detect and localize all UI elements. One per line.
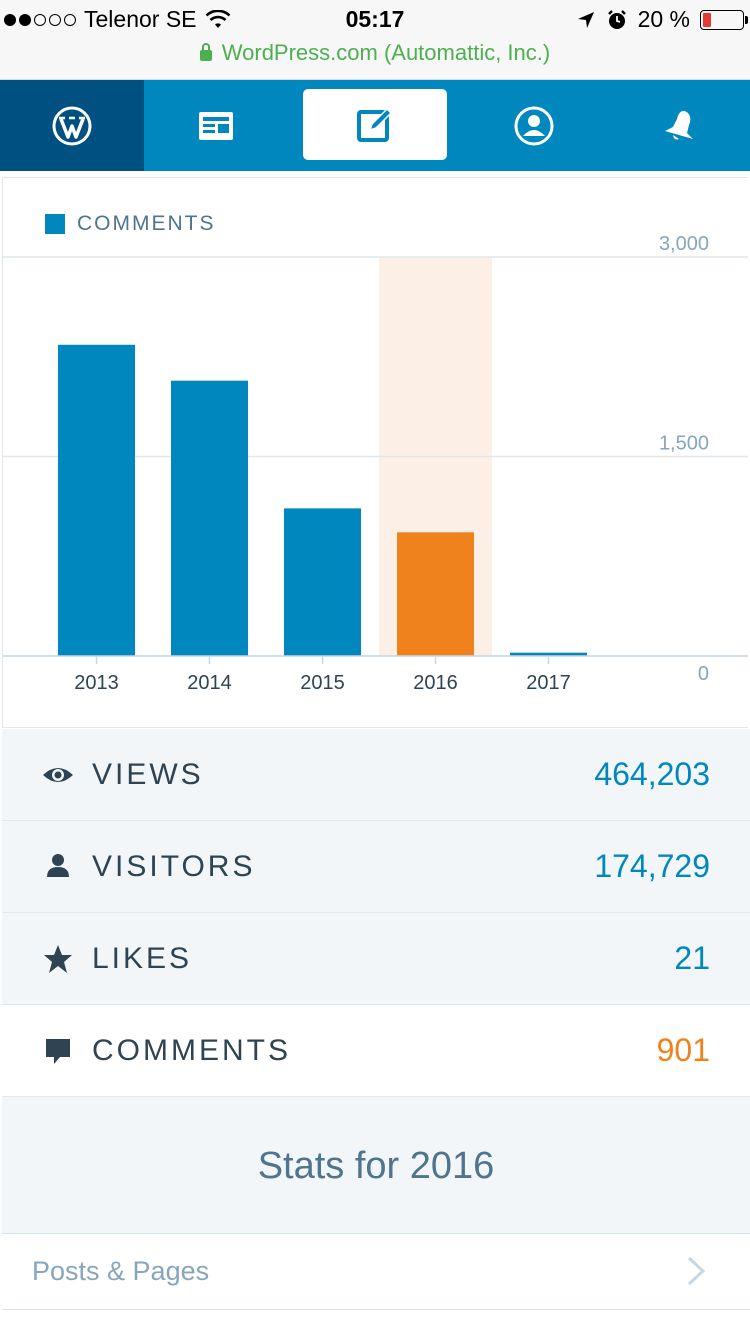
stat-row-comments[interactable]: COMMENTS 901 — [2, 1005, 750, 1097]
y-tick-label: 3,000 — [659, 233, 709, 255]
x-tick-label: 2015 — [300, 672, 345, 694]
stats-for-title: Stats for 2016 — [257, 1145, 495, 1187]
stat-row-visitors[interactable]: VISITORS 174,729 — [2, 821, 750, 913]
star-icon — [44, 945, 72, 973]
battery-icon — [700, 9, 748, 30]
y-tick-label: 1,500 — [659, 433, 709, 455]
stat-value-views: 464,203 — [594, 756, 710, 792]
stat-label-visitors: VISITORS — [92, 850, 256, 883]
status-right: 20 % — [576, 6, 748, 33]
location-arrow-icon — [577, 11, 594, 28]
bar-2017 — [510, 652, 587, 656]
url-text: WordPress.com (Automattic, Inc.) — [221, 40, 551, 65]
write-icon — [357, 107, 393, 142]
posts-pages-label: Posts & Pages — [32, 1256, 210, 1286]
main-nav — [0, 80, 750, 171]
carrier-name: Telenor SE — [84, 6, 197, 32]
stat-row-views[interactable]: VIEWS 464,203 — [2, 729, 750, 821]
carrier-group: Telenor SE — [4, 6, 231, 33]
stat-value-likes: 21 — [674, 940, 710, 976]
chevron-right-icon — [687, 1256, 706, 1286]
chart-legend: COMMENTS — [45, 212, 216, 236]
me-icon — [514, 106, 554, 145]
x-tick-label: 2016 — [413, 672, 458, 694]
nav-notifications[interactable] — [606, 80, 750, 171]
bar-2016 — [397, 532, 474, 656]
eye-icon — [43, 768, 73, 782]
wordpress-icon — [52, 106, 92, 145]
bar-2014 — [171, 380, 248, 656]
lock-icon — [199, 43, 212, 61]
signal-icon — [4, 13, 76, 26]
stat-value-visitors: 174,729 — [594, 848, 710, 884]
stat-label-comments: COMMENTS — [92, 1034, 291, 1067]
url-bar: WordPress.com (Automattic, Inc.) — [0, 40, 750, 66]
clock: 05:17 — [345, 6, 405, 32]
stat-label-likes: LIKES — [92, 942, 193, 975]
nav-me[interactable] — [462, 80, 606, 171]
x-tick-label: 2013 — [74, 672, 119, 694]
nav-my-sites[interactable] — [0, 80, 144, 171]
stats-for-header: Stats for 2016 — [2, 1096, 750, 1233]
x-tick-label: 2014 — [187, 672, 232, 694]
stat-label-views: VIEWS — [92, 758, 204, 791]
person-icon — [47, 854, 69, 877]
reader-icon — [199, 111, 233, 140]
nav-write[interactable] — [303, 89, 447, 160]
nav-reader[interactable] — [144, 80, 288, 171]
stat-value-comments: 901 — [656, 1032, 710, 1068]
posts-pages-row[interactable]: Posts & Pages — [2, 1233, 750, 1310]
legend-swatch — [45, 214, 65, 234]
wifi-icon — [205, 9, 230, 28]
battery-percent: 20 % — [637, 6, 690, 32]
x-tick-label: 2017 — [526, 672, 571, 694]
stat-row-likes[interactable]: LIKES 21 — [2, 913, 750, 1005]
legend-label: COMMENTS — [77, 212, 216, 235]
comments-bar-chart: 0 1,500 3,000 2013 2014 2015 2016 2017 — [3, 233, 748, 694]
comment-icon — [46, 1039, 70, 1064]
y-tick-label: 0 — [698, 663, 709, 685]
stats-summary-list: VIEWS 464,203 VISITORS 174,729 LIKES 21 … — [2, 729, 750, 1097]
notifications-icon — [665, 110, 693, 139]
bar-2015 — [284, 508, 361, 656]
alarm-icon — [607, 9, 626, 29]
status-bar: Telenor SE 05:17 20 % WordPress.com (Aut… — [0, 0, 750, 80]
chart-card: COMMENTS 0 1,500 3,000 2013 2014 2015 2016 2017 — [2, 177, 748, 728]
bar-2013 — [58, 344, 135, 656]
